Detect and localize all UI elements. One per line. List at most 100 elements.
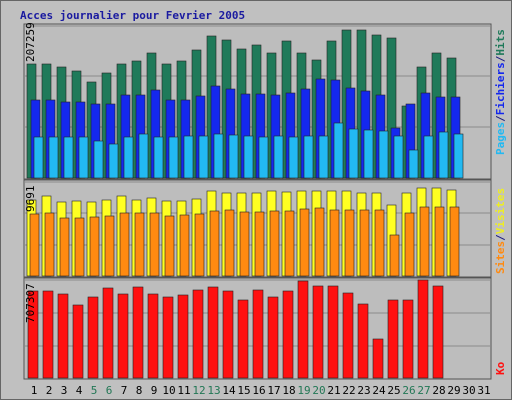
bar-sites-day-10 bbox=[164, 215, 175, 277]
bar-ko-day-4 bbox=[72, 304, 84, 379]
bar-sites-day-19 bbox=[299, 208, 310, 277]
bar-ko-day-6 bbox=[102, 287, 114, 379]
bar-pages-day-5 bbox=[93, 140, 104, 179]
x-tick-label: 19 bbox=[297, 384, 310, 397]
x-tick-label: 4 bbox=[76, 384, 83, 397]
bar-ko-day-5 bbox=[87, 296, 99, 379]
bar-ko-day-10 bbox=[162, 296, 174, 379]
bar-sites-day-22 bbox=[344, 209, 355, 277]
bar-sites-day-7 bbox=[119, 212, 130, 277]
bar-pages-day-18 bbox=[288, 136, 299, 179]
chart-title: Acces journalier pour Fevrier 2005 bbox=[20, 9, 245, 22]
legend-sites-visites: Sites/Visites bbox=[494, 188, 507, 274]
bar-sites-day-5 bbox=[89, 216, 100, 277]
bar-ko-day-23 bbox=[357, 303, 369, 379]
bar-pages-day-26 bbox=[408, 149, 419, 179]
ytick-top: 207259 bbox=[24, 22, 37, 62]
bar-sites-day-4 bbox=[74, 217, 85, 277]
bar-pages-day-27 bbox=[423, 135, 434, 179]
legend-slash-2: / bbox=[494, 55, 507, 62]
bar-pages-day-16 bbox=[258, 136, 269, 179]
bar-ko-day-13 bbox=[207, 286, 219, 379]
x-tick-label: 27 bbox=[417, 384, 430, 397]
legend-fichiers: Fichiers bbox=[494, 62, 507, 115]
x-tick-label: 13 bbox=[207, 384, 220, 397]
bar-pages-day-7 bbox=[123, 136, 134, 179]
x-tick-label: 12 bbox=[192, 384, 205, 397]
legend-slash-1: / bbox=[494, 115, 507, 122]
bar-sites-day-16 bbox=[254, 211, 265, 277]
x-tick-label: 22 bbox=[342, 384, 355, 397]
bar-pages-day-19 bbox=[303, 135, 314, 179]
bar-sites-day-25 bbox=[389, 234, 400, 277]
legend-pages: Pages bbox=[494, 122, 507, 155]
bar-pages-day-1 bbox=[33, 136, 44, 179]
bar-ko-day-21 bbox=[327, 285, 339, 379]
x-tick-label: 24 bbox=[372, 384, 386, 397]
bar-pages-day-4 bbox=[78, 136, 89, 179]
x-tick-label: 15 bbox=[237, 384, 250, 397]
x-tick-label: 11 bbox=[177, 384, 190, 397]
bar-pages-day-13 bbox=[213, 133, 224, 179]
legend-slash-3: / bbox=[494, 234, 507, 241]
bar-ko-day-28 bbox=[432, 285, 444, 379]
x-tick-label: 1 bbox=[31, 384, 38, 397]
bar-pages-day-14 bbox=[228, 134, 239, 179]
x-tick-label: 29 bbox=[447, 384, 460, 397]
bar-ko-day-16 bbox=[252, 289, 264, 379]
legend-visites: Visites bbox=[494, 188, 507, 234]
x-tick-label: 3 bbox=[61, 384, 68, 397]
bar-ko-day-25 bbox=[387, 299, 399, 379]
bar-sites-day-18 bbox=[284, 210, 295, 277]
bar-ko-day-26 bbox=[402, 299, 414, 379]
bar-sites-day-8 bbox=[134, 212, 145, 277]
bar-pages-day-22 bbox=[348, 128, 359, 179]
bar-sites-day-15 bbox=[239, 211, 250, 277]
x-tick-label: 16 bbox=[252, 384, 265, 397]
x-axis-labels: 1 2 3 4 5 6 7 8 9 10 11 12 13 14 15 16 17 18 19 20 21 22 23 24 2… bbox=[31, 384, 491, 397]
bar-pages-day-17 bbox=[273, 135, 284, 179]
bar-pages-day-25 bbox=[393, 135, 404, 179]
bar-ko-day-19 bbox=[297, 280, 309, 379]
x-tick-label: 8 bbox=[136, 384, 143, 397]
bar-ko-day-2 bbox=[42, 290, 54, 379]
x-tick-label: 30 bbox=[462, 384, 475, 397]
ytick-middle: 9691 bbox=[24, 186, 37, 213]
x-tick-label: 7 bbox=[121, 384, 128, 397]
bar-pages-day-20 bbox=[318, 135, 329, 179]
x-tick-label: 5 bbox=[91, 384, 98, 397]
legend-ko: Ko bbox=[494, 361, 507, 375]
bar-pages-day-9 bbox=[153, 136, 164, 179]
bar-pages-day-12 bbox=[198, 135, 209, 179]
bar-sites-day-14 bbox=[224, 209, 235, 277]
x-tick-label: 23 bbox=[357, 384, 370, 397]
bar-sites-day-11 bbox=[179, 214, 190, 277]
bar-ko-day-12 bbox=[192, 289, 204, 379]
bar-sites-day-21 bbox=[329, 209, 340, 277]
ytick-bottom: 707307 bbox=[24, 283, 37, 323]
bar-sites-day-24 bbox=[374, 209, 385, 277]
legend-pages-fichiers-hits: Pages/Fichiers/Hits bbox=[494, 29, 507, 155]
bar-ko-day-3 bbox=[57, 293, 69, 379]
bar-ko-day-17 bbox=[267, 296, 279, 379]
bar-ko-day-18 bbox=[282, 290, 294, 379]
x-tick-label: 9 bbox=[151, 384, 158, 397]
legend-sites: Sites bbox=[494, 241, 507, 274]
bar-sites-day-27 bbox=[419, 206, 430, 277]
x-tick-label: 18 bbox=[282, 384, 295, 397]
x-tick-label: 14 bbox=[222, 384, 236, 397]
bar-pages-day-2 bbox=[48, 136, 59, 179]
bar-sites-day-28 bbox=[434, 206, 445, 277]
bar-sites-day-6 bbox=[104, 215, 115, 277]
bar-sites-day-29 bbox=[449, 206, 460, 277]
bar-ko-day-24 bbox=[372, 338, 384, 379]
x-tick-label: 26 bbox=[402, 384, 415, 397]
bar-pages-day-11 bbox=[183, 135, 194, 179]
bar-sites-day-2 bbox=[44, 212, 55, 277]
bar-pages-day-23 bbox=[363, 129, 374, 179]
bar-pages-day-15 bbox=[243, 135, 254, 179]
bar-sites-day-12 bbox=[194, 213, 205, 277]
x-tick-label: 6 bbox=[106, 384, 113, 397]
bar-ko-day-9 bbox=[147, 293, 159, 379]
